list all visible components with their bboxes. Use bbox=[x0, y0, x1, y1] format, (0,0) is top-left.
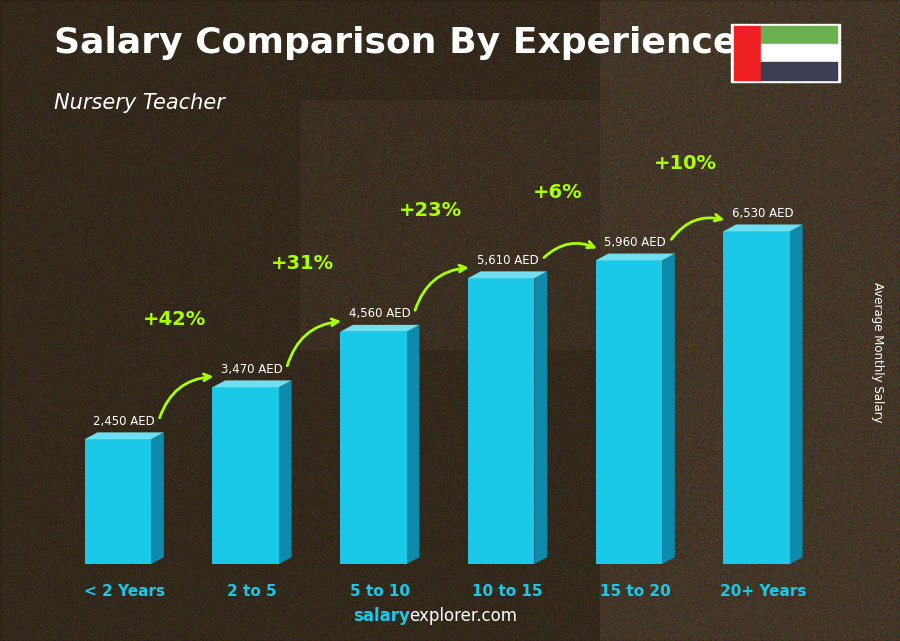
Text: 2,450 AED: 2,450 AED bbox=[94, 415, 155, 428]
Polygon shape bbox=[85, 439, 151, 564]
Polygon shape bbox=[535, 271, 547, 564]
Polygon shape bbox=[279, 380, 292, 564]
Text: 3,470 AED: 3,470 AED bbox=[221, 363, 283, 376]
Text: 4,560 AED: 4,560 AED bbox=[349, 307, 410, 320]
Text: Salary Comparison By Experience: Salary Comparison By Experience bbox=[54, 26, 737, 60]
Text: Average Monthly Salary: Average Monthly Salary bbox=[871, 282, 884, 423]
Text: +23%: +23% bbox=[399, 201, 462, 220]
Polygon shape bbox=[340, 332, 407, 564]
Polygon shape bbox=[596, 260, 662, 564]
Text: +42%: +42% bbox=[143, 310, 206, 329]
Polygon shape bbox=[340, 325, 419, 332]
Polygon shape bbox=[151, 433, 164, 564]
Polygon shape bbox=[724, 231, 790, 564]
Polygon shape bbox=[212, 380, 292, 387]
Text: 5,960 AED: 5,960 AED bbox=[605, 236, 666, 249]
Text: 5,610 AED: 5,610 AED bbox=[477, 254, 538, 267]
Text: salary: salary bbox=[353, 607, 410, 625]
Polygon shape bbox=[662, 254, 675, 564]
Polygon shape bbox=[212, 387, 279, 564]
Polygon shape bbox=[85, 433, 164, 439]
Text: explorer.com: explorer.com bbox=[410, 607, 518, 625]
Text: < 2 Years: < 2 Years bbox=[84, 584, 165, 599]
Text: +31%: +31% bbox=[271, 254, 334, 273]
Text: +6%: +6% bbox=[533, 183, 583, 202]
Polygon shape bbox=[468, 271, 547, 278]
Polygon shape bbox=[724, 224, 803, 231]
Text: 20+ Years: 20+ Years bbox=[720, 584, 806, 599]
Text: 10 to 15: 10 to 15 bbox=[472, 584, 543, 599]
Text: 5 to 10: 5 to 10 bbox=[350, 584, 410, 599]
Text: 15 to 20: 15 to 20 bbox=[600, 584, 670, 599]
Text: 2 to 5: 2 to 5 bbox=[227, 584, 277, 599]
Polygon shape bbox=[790, 224, 803, 564]
Polygon shape bbox=[596, 254, 675, 260]
Text: 6,530 AED: 6,530 AED bbox=[733, 206, 794, 220]
Text: Nursery Teacher: Nursery Teacher bbox=[54, 93, 225, 113]
Polygon shape bbox=[468, 278, 535, 564]
Polygon shape bbox=[407, 325, 419, 564]
Text: +10%: +10% bbox=[654, 154, 717, 173]
